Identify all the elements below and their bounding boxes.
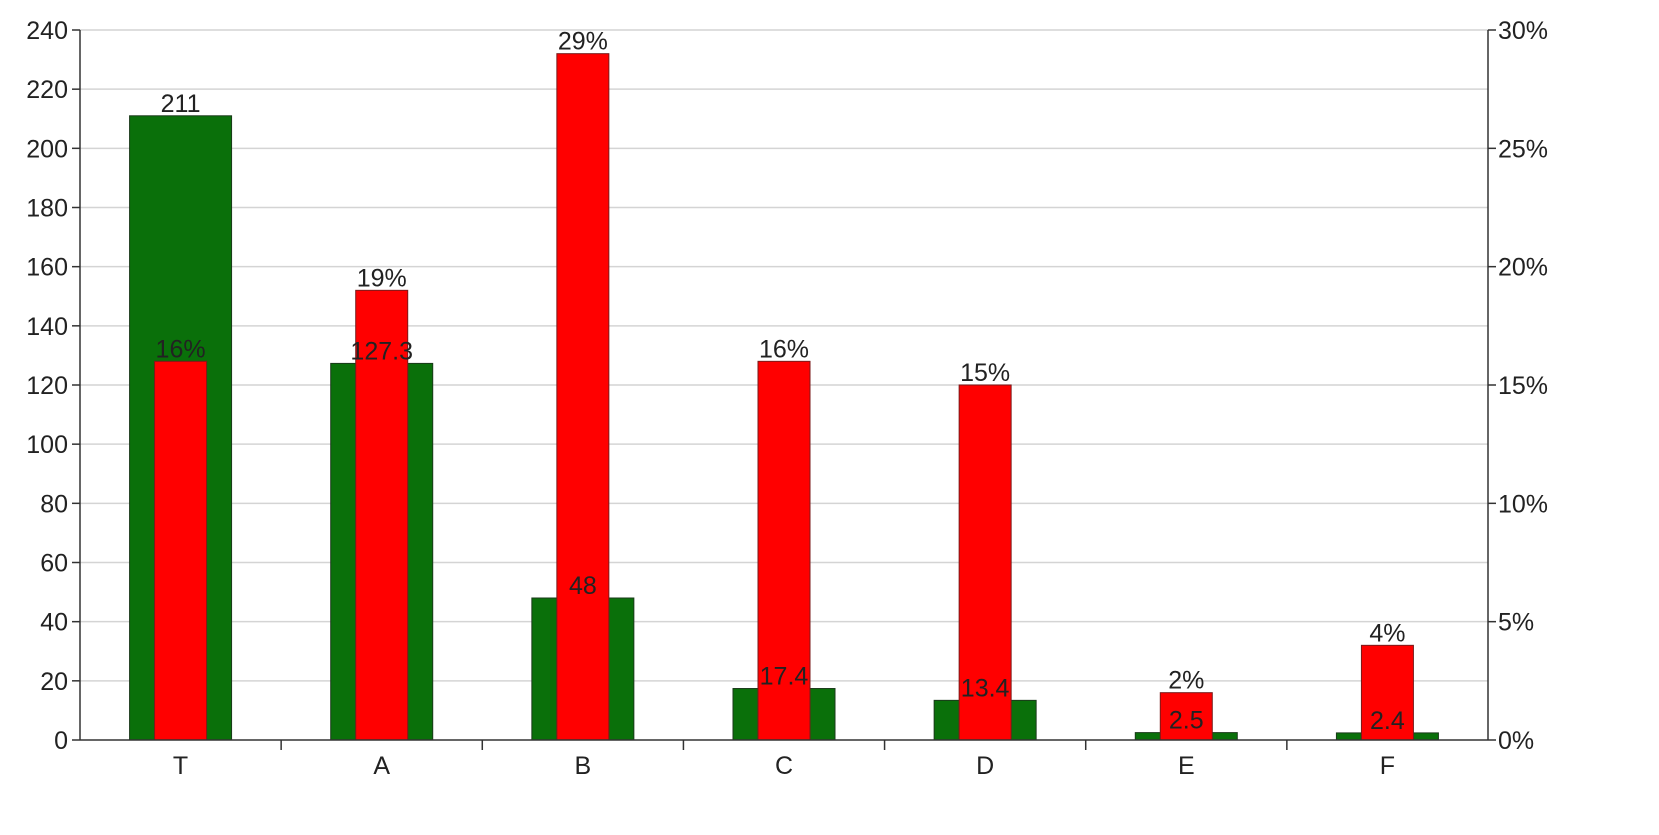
left-tick-label: 200 <box>26 135 68 163</box>
green-bar-value-label: 2.5 <box>1169 707 1204 735</box>
green-bar-value-label: 2.4 <box>1370 707 1405 735</box>
left-tick-label: 240 <box>26 17 68 45</box>
right-tick-label: 5% <box>1498 609 1534 637</box>
red-bar <box>355 289 409 741</box>
green-bar-value-label: 127.3 <box>350 337 413 365</box>
red-bar <box>1159 692 1213 741</box>
right-tick-label: 0% <box>1498 727 1534 755</box>
green-bar-value-label: 13.4 <box>961 674 1010 702</box>
red-bar <box>556 53 610 741</box>
axes: 0 20 40 60 80 100 120 140 160 180 200 220 240 0% 5% 10%… <box>26 17 1548 780</box>
red-bar <box>1360 644 1414 741</box>
red-bar-percent-label: 29% <box>558 28 608 56</box>
category-label: D <box>976 752 994 780</box>
green-bar-value-label: 17.4 <box>760 663 809 691</box>
left-tick-label: 60 <box>40 550 68 578</box>
right-tick-label: 30% <box>1498 17 1548 45</box>
category-label: E <box>1178 752 1195 780</box>
red-bar-series <box>154 53 1414 741</box>
green-bar-value-label: 48 <box>569 572 597 600</box>
red-bar-percent-label: 15% <box>960 359 1010 387</box>
red-bar-percent-label: 2% <box>1168 667 1204 695</box>
red-bar-percent-label: 19% <box>357 264 407 292</box>
category-label: T <box>173 752 188 780</box>
left-tick-label: 100 <box>26 431 68 459</box>
right-tick-label: 10% <box>1498 490 1548 518</box>
red-bar-percent-label: 16% <box>759 335 809 363</box>
left-tick-label: 80 <box>40 490 68 518</box>
left-tick-label: 220 <box>26 76 68 104</box>
left-tick-label: 180 <box>26 195 68 223</box>
left-tick-label: 20 <box>40 668 68 696</box>
red-bar <box>757 360 811 741</box>
green-bar-value-label: 211 <box>161 90 201 118</box>
red-bar-percent-label: 4% <box>1369 619 1405 647</box>
data-labels: 211 16% 127.3 19% 48 29% 17.4 16% 13.4 15% 2.5 2% 2.… <box>156 28 1406 735</box>
category-label: C <box>775 752 793 780</box>
red-bar <box>154 360 208 741</box>
right-tick-label: 25% <box>1498 135 1548 163</box>
right-tick-label: 20% <box>1498 254 1548 282</box>
left-tick-label: 0 <box>54 727 68 755</box>
left-tick-label: 160 <box>26 254 68 282</box>
category-label: B <box>575 752 592 780</box>
left-tick-label: 120 <box>26 372 68 400</box>
right-tick-label: 15% <box>1498 372 1548 400</box>
red-bar-percent-label: 16% <box>156 335 206 363</box>
category-label: F <box>1380 752 1395 780</box>
left-tick-label: 140 <box>26 313 68 341</box>
category-label: A <box>373 752 390 780</box>
red-bar <box>958 384 1012 741</box>
left-tick-label: 40 <box>40 609 68 637</box>
